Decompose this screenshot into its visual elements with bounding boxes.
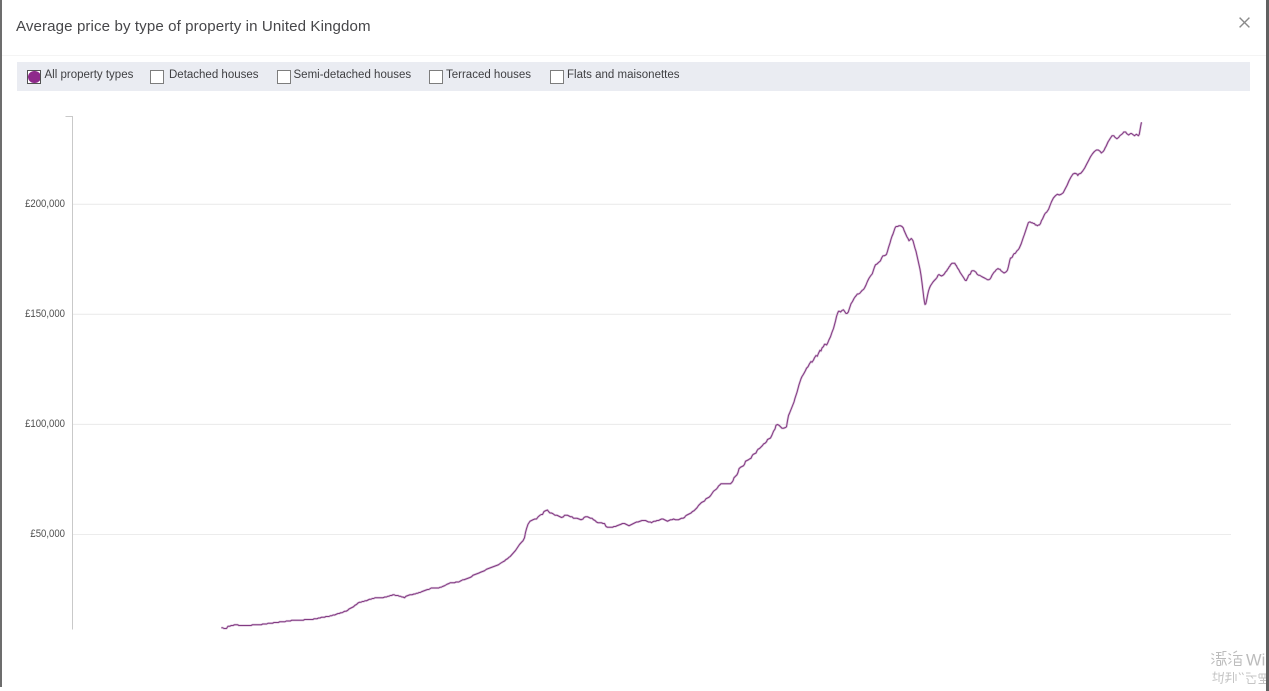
svg-text:Wi: Wi xyxy=(1246,652,1265,670)
